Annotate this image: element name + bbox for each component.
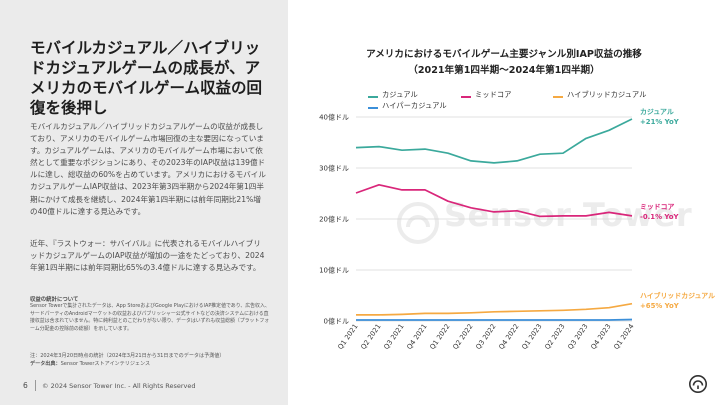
chart-y-axis: 0億ドル 10億ドル 20億ドル 30億ドル 40億ドル	[319, 113, 349, 326]
note: 注：2024年3月20日時点の統計（2024年3月21日から31日までのデータは…	[30, 353, 225, 359]
series-line-hybrid-casual	[356, 302, 633, 316]
page-number: 6	[23, 381, 28, 390]
series-line-hyper-casual	[356, 318, 633, 321]
end-label-hybrid-casual-name: ハイブリッドカジュアル	[640, 291, 715, 300]
x-tick-label: Q3 2021	[382, 323, 405, 351]
lead-paragraph-2: 近年、『ラストウォー：サバイバル』に代表されるモバイルハイブリッドカジュアルゲー…	[30, 239, 265, 273]
legend-swatch-casual	[368, 96, 378, 99]
end-label-casual: カジュアル +21% YoY	[640, 107, 679, 127]
watermark-text: Sensor Tower	[444, 196, 693, 234]
chart-series	[355, 118, 633, 321]
legend-item-midcore: ミッドコア	[475, 90, 512, 99]
x-tick-label: Q1 2024	[612, 323, 635, 351]
watermark-logo-icon	[397, 202, 439, 244]
series-line-midcore	[355, 183, 633, 218]
end-label-midcore-yoy: -0.1% YoY	[640, 212, 679, 221]
source-value: Sensor Towerストアインテリジェンス	[60, 361, 151, 367]
copyright: © 2024 Sensor Tower Inc. - All Rights Re…	[42, 382, 196, 390]
x-tick-label: Q1 2023	[520, 323, 543, 351]
chart-title: アメリカにおけるモバイルゲーム主要ジャンル別IAP収益の推移	[366, 49, 642, 60]
sensor-tower-logo-icon	[689, 375, 707, 393]
chart-grid	[356, 116, 632, 322]
x-tick-label: Q4 2022	[497, 323, 520, 351]
x-tick-label: Q2 2023	[543, 323, 566, 351]
legend-item-hyper-casual: ハイパーカジュアル	[382, 101, 447, 110]
y-tick-label: 30億ドル	[319, 164, 349, 173]
end-label-midcore-name: ミッドコア	[640, 202, 675, 211]
x-tick-label: Q1 2021	[336, 323, 359, 351]
x-tick-label: Q4 2021	[405, 323, 428, 351]
end-label-casual-name: カジュアル	[640, 108, 674, 117]
chart-subtitle: （2021年第1四半期～2024年第1四半期）	[408, 65, 600, 76]
end-label-hybrid-casual: ハイブリッドカジュアル +65% YoY	[640, 291, 715, 311]
series-line-casual	[355, 118, 633, 164]
end-label-hybrid-casual-yoy: +65% YoY	[640, 301, 679, 310]
x-tick-label: Q3 2022	[474, 323, 497, 351]
source: データ出典：Sensor Towerストアインテリジェンス	[30, 360, 150, 367]
x-tick-label: Q3 2023	[566, 323, 589, 351]
legend-swatch-hybrid-casual	[553, 96, 563, 99]
left-panel	[0, 0, 288, 405]
x-tick-label: Q2 2022	[451, 323, 474, 351]
methodology-body: Sensor Towerで集計されたデータは、App StoreおよびGoogl…	[30, 303, 270, 332]
y-tick-label: 10億ドル	[319, 266, 349, 275]
end-label-casual-yoy: +21% YoY	[640, 118, 679, 127]
legend-item-casual: カジュアル	[382, 90, 418, 99]
y-tick-label: 40億ドル	[319, 113, 349, 122]
legend-swatch-hyper-casual	[368, 107, 378, 110]
end-label-midcore: ミッドコア -0.1% YoY	[640, 202, 678, 222]
lead-paragraph-1: モバイルカジュアル／ハイブリッドカジュアルゲームの収益が成長しており、アメリカの…	[30, 122, 266, 216]
legend-swatch-midcore	[461, 96, 471, 99]
methodology-title: 収益の統計について	[30, 297, 79, 303]
y-tick-label: 20億ドル	[319, 215, 349, 224]
footer-divider	[35, 380, 36, 391]
y-tick-label: 0億ドル	[324, 317, 349, 326]
x-tick-label: Q1 2022	[428, 323, 451, 351]
x-tick-label: Q2 2021	[359, 323, 382, 351]
legend-item-hybrid-casual: ハイブリッドカジュアル	[567, 90, 647, 99]
chart-x-axis: Q1 2021 Q2 2021 Q3 2021 Q4 2021 Q1 2022 Q2 20…	[336, 323, 635, 351]
x-tick-label: Q4 2023	[589, 323, 612, 351]
source-label: データ出典：	[30, 361, 61, 367]
headline: モバイルカジュアル／ハイブリッドカジュアルゲームの成長が、アメリカのモバイルゲー…	[30, 39, 263, 117]
